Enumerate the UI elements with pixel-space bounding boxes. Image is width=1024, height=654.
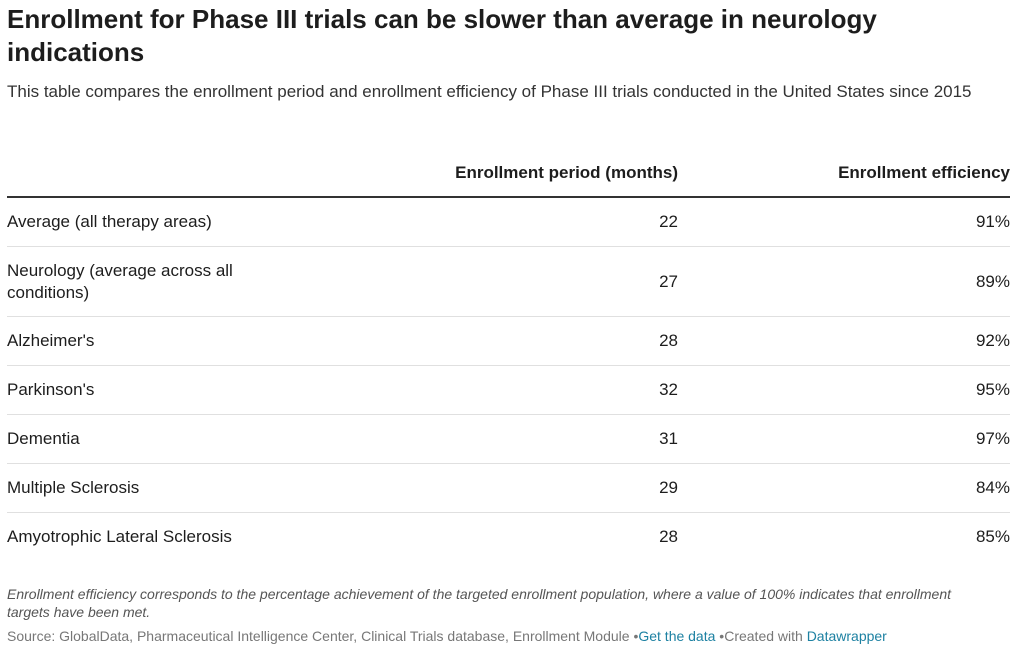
subtitle: This table compares the enrollment perio… <box>7 82 972 101</box>
cell: 95% <box>975 380 1010 399</box>
source-line: Source: GlobalData, Pharmaceutical Intel… <box>7 628 887 644</box>
header-row: Enrollment period (months) Enrollment eff… <box>7 150 1010 198</box>
cell: Dementia <box>7 429 80 448</box>
cell: 91% <box>975 212 1010 231</box>
cell: 28 <box>659 527 678 546</box>
cell: Average (all therapy areas) <box>7 212 212 231</box>
cell: 84% <box>975 478 1010 497</box>
tool-link[interactable]: Datawrapper <box>806 628 887 644</box>
get-data-link[interactable]: Get the data <box>638 628 716 644</box>
created-with: Created with <box>724 628 803 644</box>
column-header: Enrollment efficiency <box>838 163 1010 182</box>
table-row: Dementia 31 97% <box>7 415 1010 464</box>
table: Enrollment period (months) Enrollment eff… <box>7 150 1010 561</box>
column-header: Enrollment period (months) <box>455 163 678 182</box>
cell: 29 <box>659 478 678 497</box>
cell: 92% <box>975 331 1010 350</box>
source: Source: GlobalData, Pharmaceutical Intel… <box>7 628 630 644</box>
cell: Parkinson's <box>7 380 95 399</box>
cell: Alzheimer's <box>7 331 95 350</box>
table-row: Parkinson's 32 95% <box>7 366 1010 415</box>
cell: 28 <box>659 331 678 350</box>
cell: 27 <box>659 271 678 291</box>
cell: 85% <box>975 527 1010 546</box>
table-row: Neurology (average across all conditions… <box>7 247 1010 317</box>
cell: 89% <box>975 271 1010 291</box>
separator <box>719 628 724 644</box>
title: Enrollment for Phase III trials can be s… <box>7 4 877 67</box>
cell: 22 <box>659 212 678 231</box>
cell: Neurology (average across all conditions… <box>7 260 233 302</box>
footnote: Enrollment efficiency corresponds to the… <box>7 586 952 620</box>
cell: 97% <box>975 429 1010 448</box>
table-row: Alzheimer's 28 92% <box>7 317 1010 366</box>
cell: 31 <box>659 429 678 448</box>
table-row: Multiple Sclerosis 29 84% <box>7 464 1010 513</box>
table-row: Amyotrophic Lateral Sclerosis 28 85% <box>7 513 1010 561</box>
table-row: Average (all therapy areas) 22 91% <box>7 198 1010 247</box>
cell: 32 <box>659 380 678 399</box>
cell: Multiple Sclerosis <box>7 478 140 497</box>
separator <box>633 628 638 644</box>
cell: Amyotrophic Lateral Sclerosis <box>7 527 232 546</box>
